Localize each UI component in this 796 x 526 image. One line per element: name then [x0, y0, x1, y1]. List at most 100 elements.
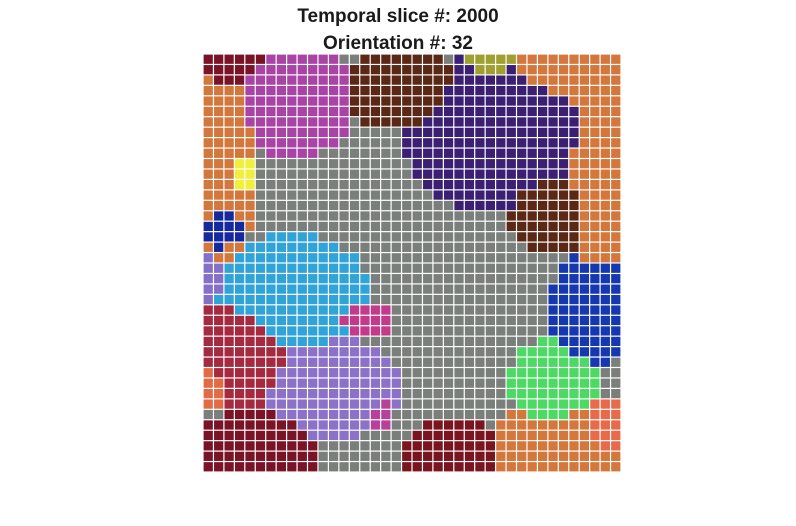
- grid-cell: [381, 430, 391, 441]
- grid-cell: [454, 242, 464, 252]
- grid-cell: [360, 315, 370, 326]
- grid-cell: [506, 336, 516, 346]
- grid-cell: [402, 378, 412, 388]
- grid-cell: [475, 420, 485, 430]
- grid-cell: [517, 96, 527, 106]
- grid-cell: [318, 284, 328, 294]
- grid-cell: [506, 200, 516, 211]
- grid-cell: [318, 65, 328, 75]
- grid-cell: [308, 284, 318, 294]
- grid-cell: [329, 54, 339, 64]
- grid-cell: [443, 85, 454, 96]
- grid-cell: [245, 75, 255, 85]
- grid-cell: [475, 127, 485, 137]
- grid-cell: [569, 368, 579, 378]
- grid-cell: [255, 462, 266, 472]
- grid-cell: [454, 85, 464, 96]
- grid-cell: [349, 263, 360, 273]
- grid-cell: [214, 159, 224, 169]
- grid-cell: [391, 65, 401, 75]
- grid-cell: [548, 284, 558, 294]
- grid-cell: [412, 85, 422, 96]
- grid-cell: [517, 430, 527, 441]
- grid-cell: [308, 357, 318, 367]
- grid-cell: [433, 451, 443, 461]
- grid-cell: [548, 326, 558, 336]
- grid-cell: [402, 127, 412, 137]
- grid-cell: [318, 441, 328, 451]
- grid-cell: [538, 65, 548, 75]
- grid-cell: [266, 54, 276, 64]
- grid-cell: [600, 378, 610, 388]
- grid-cell: [224, 200, 234, 211]
- grid-cell: [203, 284, 213, 294]
- grid-cell: [370, 106, 381, 117]
- grid-cell: [485, 420, 495, 430]
- grid-cell: [266, 462, 276, 472]
- grid-cell: [339, 221, 349, 232]
- grid-cell: [464, 336, 475, 346]
- grid-cell: [433, 420, 443, 430]
- grid-cell: [287, 263, 297, 273]
- grid-cell: [287, 169, 297, 179]
- grid-cell: [423, 409, 433, 420]
- grid-cell: [308, 232, 318, 242]
- grid-cell: [391, 106, 401, 117]
- grid-cell: [245, 409, 255, 420]
- grid-cell: [527, 96, 537, 106]
- grid-cell: [485, 451, 495, 461]
- grid-cell: [611, 399, 621, 409]
- grid-cell: [611, 253, 621, 263]
- grid-cell: [402, 190, 412, 200]
- grid-cell: [517, 75, 527, 85]
- grid-cell: [423, 169, 433, 179]
- grid-cell: [485, 138, 495, 148]
- grid-cell: [454, 336, 464, 346]
- grid-cell: [506, 221, 516, 232]
- grid-cell: [234, 389, 245, 399]
- grid-cell: [297, 85, 307, 96]
- grid-cell: [297, 326, 307, 336]
- grid-cell: [569, 389, 579, 399]
- grid-cell: [214, 85, 224, 96]
- grid-cell: [475, 117, 485, 127]
- grid-cell: [558, 232, 569, 242]
- grid-cell: [590, 117, 600, 127]
- grid-cell: [527, 117, 537, 127]
- grid-cell: [600, 347, 610, 357]
- grid-cell: [203, 180, 213, 190]
- grid-cell: [464, 263, 475, 273]
- grid-cell: [579, 274, 590, 284]
- grid-cell: [370, 462, 381, 472]
- grid-cell: [214, 284, 224, 294]
- grid-cell: [412, 75, 422, 85]
- grid-cell: [214, 253, 224, 263]
- grid-cell: [485, 399, 495, 409]
- grid-cell: [276, 211, 286, 221]
- grid-cell: [548, 138, 558, 148]
- grid-cell: [339, 117, 349, 127]
- grid-cell: [517, 409, 527, 420]
- grid-cell: [611, 389, 621, 399]
- grid-cell: [308, 378, 318, 388]
- grid-cell: [266, 274, 276, 284]
- grid-cell: [538, 127, 548, 137]
- grid-cell: [329, 211, 339, 221]
- grid-cell: [538, 462, 548, 472]
- grid-cell: [433, 211, 443, 221]
- grid-cell: [590, 263, 600, 273]
- grid-cell: [464, 378, 475, 388]
- grid-cell: [266, 378, 276, 388]
- grid-cell: [318, 85, 328, 96]
- grid-cell: [329, 200, 339, 211]
- grid-cell: [245, 242, 255, 252]
- grid-cell: [339, 106, 349, 117]
- grid-cell: [297, 294, 307, 305]
- grid-cell: [548, 200, 558, 211]
- grid-cell: [381, 294, 391, 305]
- grid-cell: [600, 357, 610, 367]
- grid-cell: [318, 336, 328, 346]
- grid-cell: [214, 315, 224, 326]
- grid-cell: [433, 347, 443, 357]
- grid-cell: [349, 117, 360, 127]
